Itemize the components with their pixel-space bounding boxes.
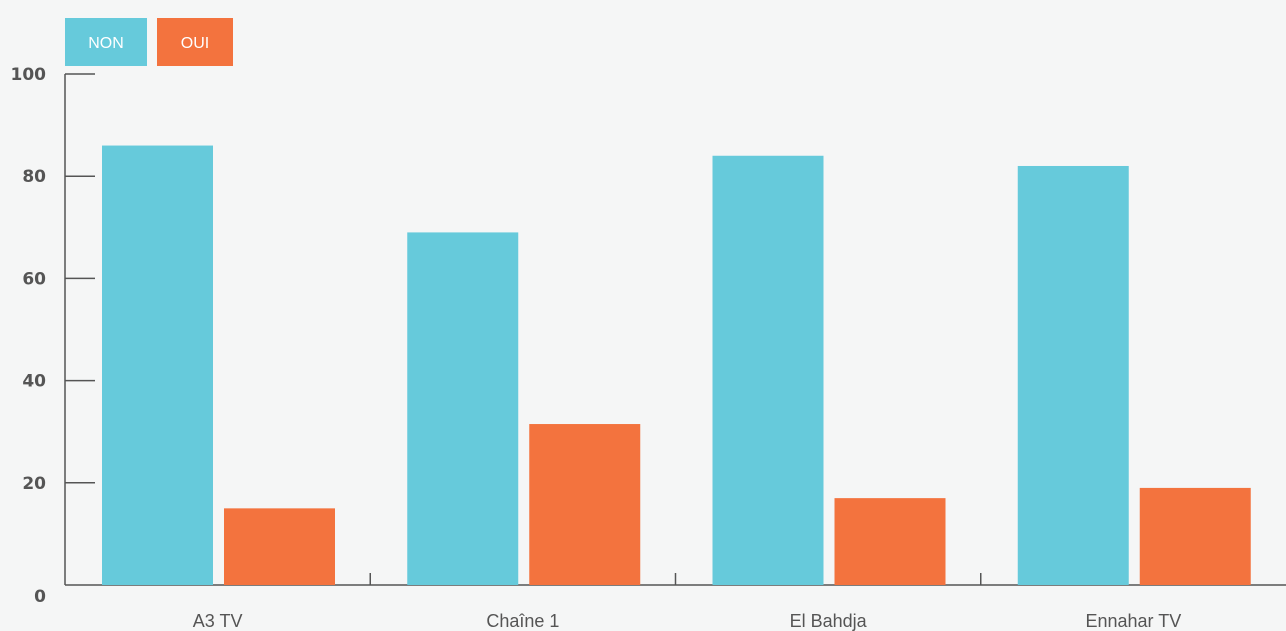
bar-oui (1139, 487, 1251, 585)
legend-label-non: NON (88, 35, 124, 52)
y-tick-label: 0 (34, 587, 46, 607)
x-tick-label: El Bahdja (790, 611, 868, 631)
bar-non (712, 155, 824, 585)
y-tick-label: 40 (22, 372, 46, 392)
legend-swatch-oui (157, 18, 233, 66)
bar-oui (529, 424, 641, 585)
y-tick-label: 80 (22, 167, 46, 187)
bars (102, 145, 1251, 586)
x-tick-label: A3 TV (193, 611, 243, 631)
bar-non (407, 232, 519, 585)
legend: NON OUI (65, 18, 233, 66)
bar-oui (834, 498, 946, 585)
y-tick-label: 20 (22, 474, 46, 494)
y-axis: 0 20 40 60 80 100 (11, 65, 95, 607)
bar-oui (224, 508, 335, 585)
legend-swatch-non (65, 18, 147, 66)
y-tick-label: 60 (22, 269, 46, 289)
x-tick-label: Chaîne 1 (486, 611, 559, 631)
legend-label-oui: OUI (181, 35, 209, 52)
x-tick-label: Ennahar TV (1086, 611, 1182, 631)
bar-non (1017, 165, 1129, 586)
y-tick-label: 100 (11, 65, 47, 85)
bar-non (102, 145, 213, 586)
